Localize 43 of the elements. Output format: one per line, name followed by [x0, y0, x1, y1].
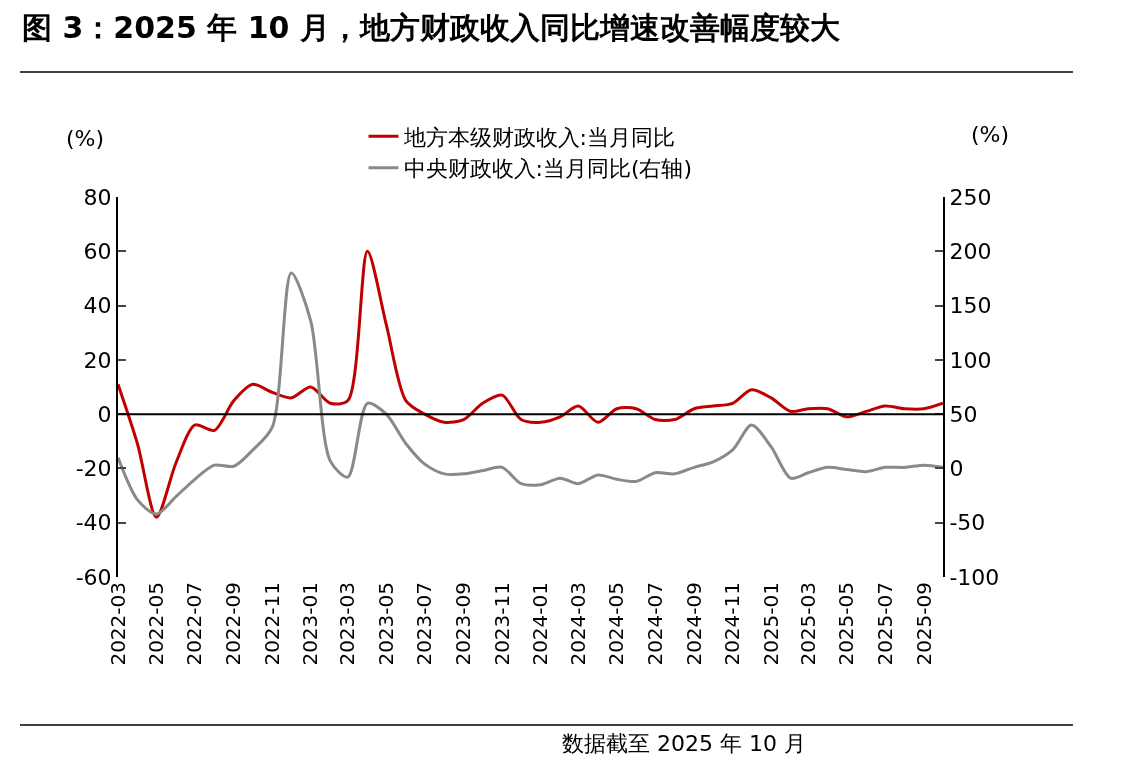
y-tick-label: 0 [97, 401, 112, 427]
x-tick-label: 2022-09 [221, 582, 246, 666]
x-tick-label: 2022-07 [182, 582, 207, 666]
x-tick-label: 2024-01 [528, 582, 553, 666]
chart-title: 图 3：2025 年 10 月，地方财政收入同比增速改善幅度较大 [22, 10, 841, 45]
y2-tick-label: 0 [949, 456, 964, 482]
x-tick-label: 2025-03 [795, 582, 820, 666]
y-tick-label: 60 [83, 238, 112, 264]
x-tick-label: 2023-01 [298, 582, 323, 666]
x-tick-label: 2022-11 [259, 582, 284, 666]
y2-tick-label: 100 [949, 347, 992, 373]
y2-tick-label: 250 [949, 184, 992, 210]
x-tick-label: 2025-05 [834, 582, 859, 666]
y-tick-label: -40 [75, 510, 112, 536]
x-tick-label: 2025-09 [911, 582, 936, 666]
legend-label: 地方本级财政收入:当月同比 [402, 124, 675, 150]
x-tick-label: 2023-05 [373, 582, 398, 666]
x-tick-label: 2024-07 [642, 582, 667, 666]
y-tick-label: -60 [75, 564, 112, 590]
x-tick-label: 2023-07 [412, 582, 437, 666]
y2-tick-label: 150 [949, 293, 992, 319]
y2-tick-label: -100 [949, 564, 1000, 590]
x-tick-label: 2025-01 [758, 582, 783, 666]
x-tick-label: 2024-05 [604, 582, 629, 666]
y2-tick-label: 200 [949, 238, 992, 264]
legend-label: 中央财政收入:当月同比(右轴) [403, 156, 693, 182]
x-tick-label: 2022-05 [143, 582, 168, 666]
y2-axis-title: (%) [971, 122, 1010, 147]
y-tick-label: 20 [83, 347, 112, 373]
x-tick-label: 2024-09 [681, 582, 706, 666]
y-tick-label: 80 [83, 184, 112, 210]
text: 数据截至 2025 年 10 月 [562, 731, 806, 756]
y2-tick-label: -50 [949, 510, 986, 536]
x-tick-label: 2024-03 [565, 582, 590, 666]
y-axis-title: (%) [66, 126, 105, 151]
y2-tick-label: 50 [949, 401, 978, 427]
x-tick-label: 2024-11 [720, 582, 745, 666]
x-tick-label: 2023-03 [335, 582, 360, 666]
x-tick-label: 2025-07 [872, 582, 897, 666]
x-tick-label: 2023-09 [451, 582, 476, 666]
y-tick-label: 40 [83, 293, 112, 319]
y-tick-label: -20 [75, 456, 112, 482]
x-tick-label: 2023-11 [489, 582, 514, 666]
